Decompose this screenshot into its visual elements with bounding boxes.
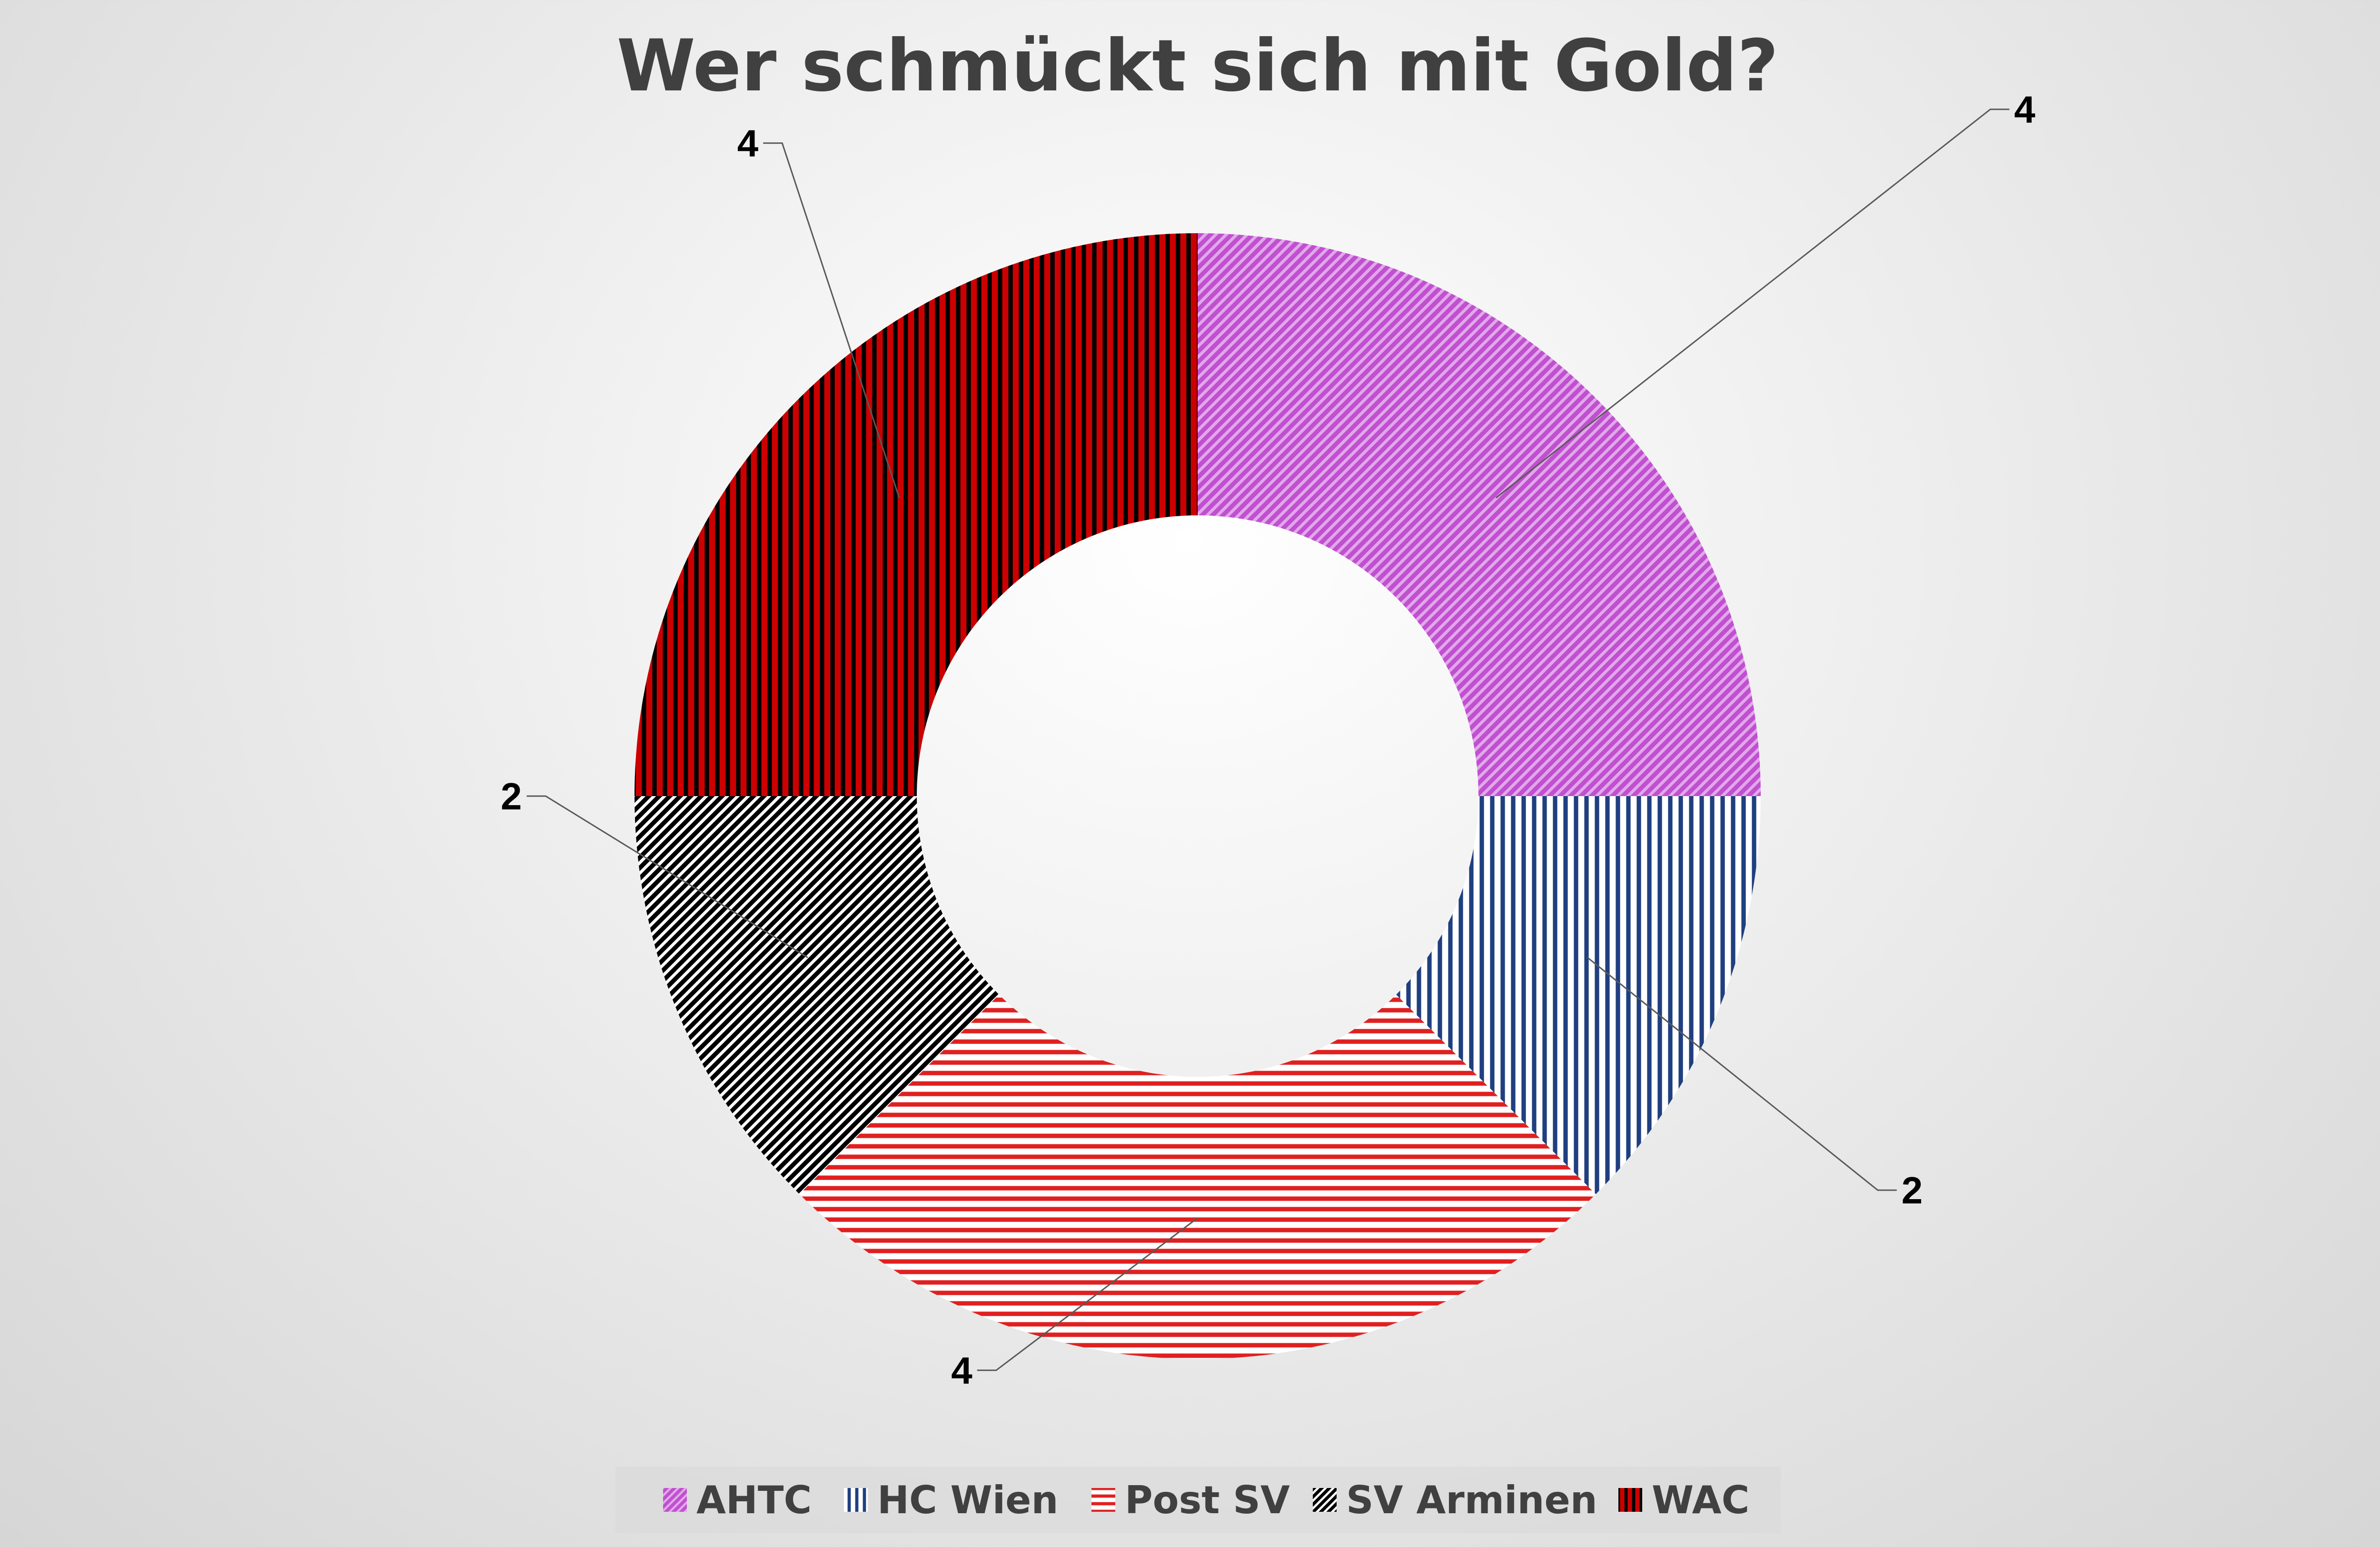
- slice-sv-arminen: [635, 796, 999, 1194]
- data-label: 4: [2014, 89, 2035, 131]
- chart-title: Wer schmückt sich mit Gold?: [617, 25, 1779, 108]
- slice-hc-wien: [1396, 796, 1761, 1194]
- data-label: 4: [951, 1350, 972, 1392]
- slices-layer: [635, 233, 1761, 1359]
- leader-line: [1587, 957, 1897, 1191]
- data-label: 4: [737, 122, 759, 165]
- legend: AHTC HC Wien Post SV SV Arminen WAC: [615, 1467, 1781, 1533]
- legend-label: HC Wien: [877, 1478, 1058, 1522]
- legend-label: WAC: [1652, 1478, 1749, 1522]
- legend-swatch: [663, 1488, 687, 1512]
- legend-label: SV Arminen: [1346, 1478, 1597, 1522]
- slice-post-sv: [799, 995, 1596, 1359]
- slice-wac: [635, 233, 1198, 796]
- leader-line: [1495, 108, 2010, 499]
- legend-item-hc-wien: HC Wien: [844, 1478, 1058, 1522]
- legend-swatch: [1618, 1488, 1642, 1512]
- data-label: 2: [1902, 1169, 1923, 1212]
- legend-item-sv-arminen: SV Arminen: [1313, 1478, 1597, 1522]
- legend-item-ahtc: AHTC: [663, 1478, 812, 1522]
- legend-swatch: [1091, 1488, 1115, 1512]
- legend-swatch: [1313, 1488, 1337, 1512]
- slice-ahtc: [1198, 233, 1761, 796]
- leader-lines-layer: [526, 108, 2010, 1371]
- legend-item-wac: WAC: [1618, 1478, 1749, 1522]
- data-label: 2: [501, 775, 522, 818]
- data-labels-layer: 4 2 4 2 4: [501, 89, 2035, 1392]
- leader-line: [763, 142, 900, 498]
- leader-line: [977, 1217, 1198, 1371]
- legend-background: [615, 1467, 1781, 1533]
- legend-label: Post SV: [1125, 1478, 1290, 1522]
- leader-line: [526, 795, 808, 958]
- legend-item-post-sv: Post SV: [1091, 1478, 1290, 1522]
- legend-swatch: [844, 1488, 868, 1512]
- legend-label: AHTC: [696, 1478, 812, 1522]
